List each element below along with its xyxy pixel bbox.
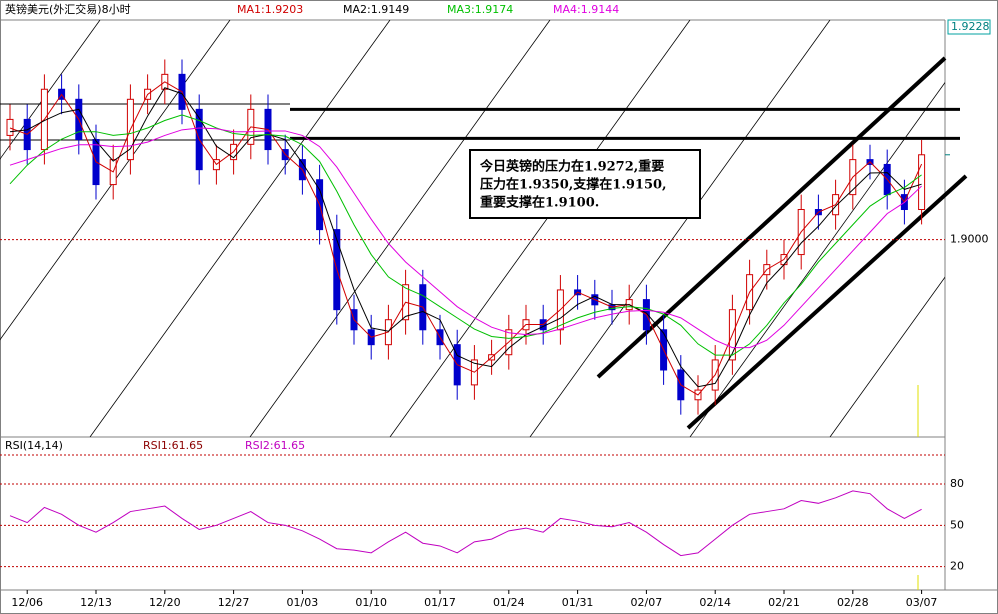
legend-entry: MA3:1.9174 <box>447 3 513 16</box>
y-tick-label: 20 <box>950 560 964 573</box>
rsi-title: RSI(14,14) <box>5 439 63 452</box>
x-tick-label: 03/07 <box>906 596 938 609</box>
series-line <box>9 87 922 388</box>
legend-entry: RSI2:61.65 <box>245 439 305 452</box>
x-tick-label: 02/07 <box>631 596 663 609</box>
annotation-box <box>469 149 701 219</box>
rsi-label: RSI1:61.65 <box>143 439 203 452</box>
x-tick-label: 12/27 <box>218 596 250 609</box>
x-tick-label: 02/14 <box>699 596 731 609</box>
x-tick-label: 01/31 <box>562 596 594 609</box>
x-tick-label: 12/13 <box>80 596 112 609</box>
x-tick-label: 12/06 <box>11 596 43 609</box>
x-tick-label: 01/24 <box>493 596 525 609</box>
series-line <box>9 127 922 349</box>
x-tick-label: 02/21 <box>768 596 800 609</box>
x-tick-label: 01/10 <box>355 596 387 609</box>
candle-body <box>6 118 14 136</box>
channel-lower <box>686 174 968 430</box>
candle-body <box>918 154 926 211</box>
y-tick-label: 1.9000 <box>950 233 989 246</box>
series-line <box>9 81 923 396</box>
diagonal-line <box>529 20 831 437</box>
series-line <box>9 490 922 557</box>
diagonal-line <box>89 20 391 437</box>
y-tick-label: 80 <box>950 477 964 490</box>
x-tick-label: 12/20 <box>149 596 181 609</box>
annotation-line: 今日英镑的压力在1.9272,重要 <box>479 159 664 175</box>
chart-title: 英镑美元(外汇交易)8小时 <box>5 2 131 16</box>
legend-entry: MA1:1.9203 <box>237 3 303 16</box>
last-price-label: 1.9228 <box>951 20 990 33</box>
annotation-line: 压力在1.9350,支撑在1.9150, <box>480 177 667 193</box>
annotation-line: 重要支撑在1.9100. <box>480 195 599 211</box>
diagonal-line <box>0 20 101 160</box>
x-tick-label: 01/17 <box>424 596 456 609</box>
diagonal-line <box>249 20 551 437</box>
x-tick-label: 02/28 <box>837 596 869 609</box>
last-price-box <box>947 19 991 35</box>
diagonal-line <box>389 20 691 437</box>
diagonal-line <box>689 81 945 437</box>
diagonal-line <box>829 276 945 437</box>
y-tick-label: 50 <box>950 518 964 531</box>
x-tick-label: 01/03 <box>287 596 319 609</box>
legend-entry: MA4:1.9144 <box>553 3 619 16</box>
series-line <box>9 114 922 356</box>
legend-entry: MA2:1.9149 <box>343 3 409 16</box>
